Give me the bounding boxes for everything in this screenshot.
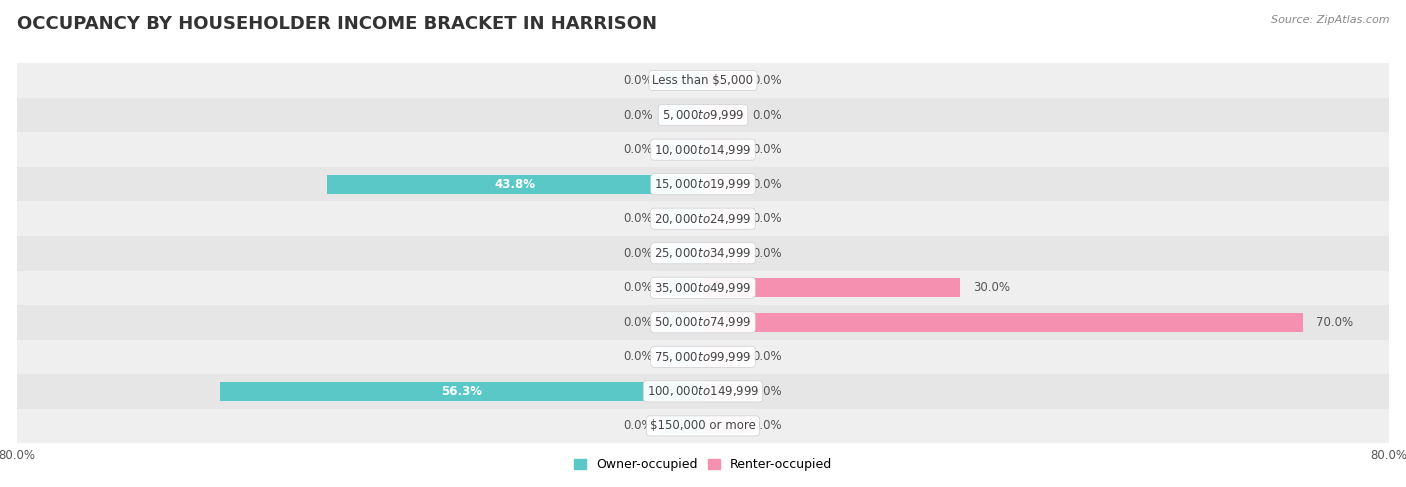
Bar	[703, 313, 1303, 332]
Bar	[659, 106, 703, 125]
Text: $15,000 to $19,999: $15,000 to $19,999	[654, 177, 752, 191]
Text: 0.0%: 0.0%	[752, 74, 782, 87]
Bar	[221, 382, 703, 401]
Text: $25,000 to $34,999: $25,000 to $34,999	[654, 246, 752, 260]
Text: Source: ZipAtlas.com: Source: ZipAtlas.com	[1271, 15, 1389, 25]
Text: Less than $5,000: Less than $5,000	[652, 74, 754, 87]
Bar	[17, 167, 1389, 202]
Bar	[17, 132, 1389, 167]
Bar	[659, 313, 703, 332]
Text: 0.0%: 0.0%	[624, 212, 654, 225]
Text: $50,000 to $74,999: $50,000 to $74,999	[654, 315, 752, 329]
Text: 0.0%: 0.0%	[624, 143, 654, 156]
Bar	[659, 175, 703, 194]
Text: $150,000 or more: $150,000 or more	[650, 419, 756, 432]
Bar	[659, 244, 703, 263]
Bar	[659, 278, 703, 297]
Bar	[703, 244, 745, 263]
Bar	[328, 175, 703, 194]
Text: 0.0%: 0.0%	[624, 281, 654, 294]
Bar	[17, 63, 1389, 98]
Bar	[703, 278, 960, 297]
Bar	[703, 382, 745, 401]
Bar	[703, 71, 745, 90]
Text: 0.0%: 0.0%	[752, 419, 782, 432]
Text: 0.0%: 0.0%	[624, 419, 654, 432]
Bar	[659, 416, 703, 435]
Text: 43.8%: 43.8%	[495, 178, 536, 191]
Bar	[17, 202, 1389, 236]
Bar	[703, 106, 745, 125]
Text: 0.0%: 0.0%	[624, 316, 654, 329]
Text: $20,000 to $24,999: $20,000 to $24,999	[654, 212, 752, 225]
Bar	[17, 98, 1389, 132]
Text: 0.0%: 0.0%	[752, 143, 782, 156]
Text: $35,000 to $49,999: $35,000 to $49,999	[654, 281, 752, 295]
Bar	[659, 382, 703, 401]
Text: $5,000 to $9,999: $5,000 to $9,999	[662, 108, 744, 122]
Bar	[703, 347, 745, 366]
Text: 0.0%: 0.0%	[624, 74, 654, 87]
Text: $75,000 to $99,999: $75,000 to $99,999	[654, 350, 752, 364]
Bar	[17, 305, 1389, 339]
Bar	[703, 416, 745, 435]
Bar	[703, 209, 745, 228]
Bar	[17, 270, 1389, 305]
Text: 0.0%: 0.0%	[752, 385, 782, 398]
Text: $10,000 to $14,999: $10,000 to $14,999	[654, 143, 752, 157]
Bar	[703, 175, 745, 194]
Bar	[17, 409, 1389, 443]
Bar	[17, 236, 1389, 270]
Bar	[703, 313, 745, 332]
Bar	[659, 209, 703, 228]
Text: 0.0%: 0.0%	[752, 350, 782, 363]
Bar	[659, 71, 703, 90]
Text: 70.0%: 70.0%	[1316, 316, 1354, 329]
Bar	[703, 278, 745, 297]
Bar	[659, 140, 703, 159]
Text: 0.0%: 0.0%	[624, 247, 654, 260]
Text: 30.0%: 30.0%	[973, 281, 1010, 294]
Legend: Owner-occupied, Renter-occupied: Owner-occupied, Renter-occupied	[574, 458, 832, 471]
Bar	[659, 347, 703, 366]
Text: 0.0%: 0.0%	[624, 109, 654, 122]
Text: $100,000 to $149,999: $100,000 to $149,999	[647, 384, 759, 398]
Text: 56.3%: 56.3%	[441, 385, 482, 398]
Bar	[17, 339, 1389, 374]
Text: 0.0%: 0.0%	[752, 178, 782, 191]
Text: 0.0%: 0.0%	[752, 109, 782, 122]
Text: OCCUPANCY BY HOUSEHOLDER INCOME BRACKET IN HARRISON: OCCUPANCY BY HOUSEHOLDER INCOME BRACKET …	[17, 15, 657, 33]
Bar	[703, 140, 745, 159]
Bar	[17, 374, 1389, 409]
Text: 0.0%: 0.0%	[752, 247, 782, 260]
Text: 0.0%: 0.0%	[752, 212, 782, 225]
Text: 0.0%: 0.0%	[624, 350, 654, 363]
